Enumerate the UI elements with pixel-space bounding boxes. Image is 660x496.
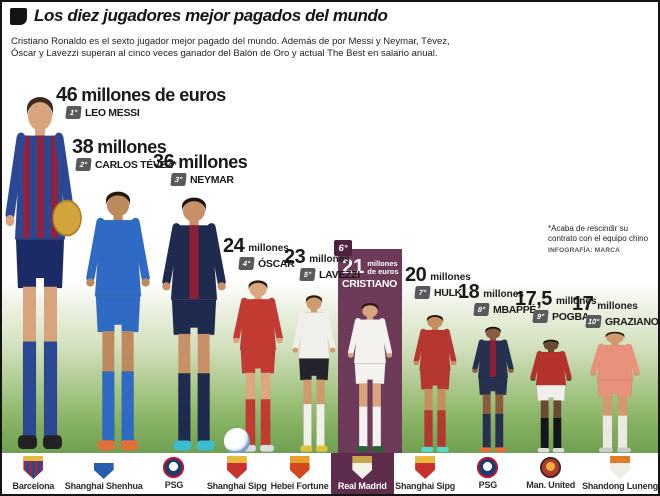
salary-label-mbapp: 18 millones 8° MBAPPÉ bbox=[458, 281, 537, 316]
infographic-credit: INFOGRAFÍA: MARCA bbox=[548, 247, 621, 254]
salary-value-cristiano: 21 millones de euros bbox=[342, 256, 399, 278]
player-name-carlos-t-vez: CARLOS TÉVEZ* bbox=[95, 158, 177, 171]
salary-value-lavezzi: 23 millones bbox=[284, 246, 350, 268]
salary-value-leo-messi: 46 millones de euros bbox=[56, 84, 226, 106]
player-name-hulk: HULK bbox=[434, 286, 462, 299]
salary-label-neymar: 36 millones 3° NEYMAR bbox=[153, 151, 248, 186]
player-figure-lavezzi bbox=[283, 293, 345, 454]
shanghai-sipg-crest-icon bbox=[226, 456, 247, 479]
club-name-label: PSG bbox=[164, 480, 184, 490]
rank-badge-graziano-pell: 10° bbox=[585, 315, 602, 328]
salary-value-mbapp: 18 millones bbox=[458, 281, 524, 303]
club-cell-real-madrid: Real Madrid bbox=[330, 453, 394, 494]
player-figure-cristiano bbox=[338, 301, 402, 454]
club-cell-psg: PSG bbox=[457, 453, 520, 494]
club-name-label: Hebei Fortune bbox=[270, 481, 329, 491]
shanghai-sipg-crest-icon bbox=[415, 456, 436, 479]
intro-line-1: Cristiano Ronaldo es el sexto jugador me… bbox=[11, 36, 450, 47]
rank-badge-lavezzi: 5° bbox=[299, 268, 316, 281]
player-name-graziano-pell: GRAZIANO PELLÈ bbox=[605, 315, 659, 328]
club-strip: Barcelona Shanghai Shenhua PSG Shanghai Sip… bbox=[2, 453, 658, 494]
salary-value-neymar: 36 millones bbox=[153, 151, 248, 173]
rank-badge-leo-messi: 1° bbox=[65, 106, 82, 119]
header: Los diez jugadores mejor pagados del mun… bbox=[10, 6, 388, 26]
salary-label-carlos-t-vez: 38 millones 2° CARLOS TÉVEZ* bbox=[72, 136, 177, 171]
salary-value-graziano-pell: 17 millones bbox=[572, 293, 638, 315]
salary-value-hulk: 20 millones bbox=[405, 264, 471, 286]
rank-badge-scar: 4° bbox=[238, 257, 255, 270]
player-name-lavezzi: LAVEZZI bbox=[319, 268, 360, 281]
club-name-label: Shanghai Sipg bbox=[206, 481, 267, 491]
psg-crest-icon bbox=[477, 457, 499, 478]
salary-value-scar: 24 millones bbox=[223, 235, 289, 257]
player-figure-pogba bbox=[521, 338, 581, 454]
club-name-label: Barcelona bbox=[12, 481, 55, 491]
club-name-label: Real Madrid bbox=[337, 481, 387, 491]
salary-label-scar: 24 millones 4° ÓSCAR bbox=[223, 235, 295, 270]
football-ball bbox=[224, 428, 250, 454]
rank-badge-cristiano: 6° bbox=[334, 240, 352, 256]
psg-crest-icon bbox=[163, 457, 185, 478]
player-figure-carlos-t-vez bbox=[72, 188, 164, 454]
player-figure-graziano-pell bbox=[579, 330, 651, 454]
club-name-label: Shanghai Sipg bbox=[395, 481, 456, 491]
player-name-mbapp: MBAPPÉ bbox=[493, 303, 537, 316]
shanghai-shenhua-crest-icon bbox=[93, 456, 114, 479]
shandong-luneng-crest-icon bbox=[610, 456, 631, 479]
salary-label-lavezzi: 23 millones 5° LAVEZZI bbox=[284, 246, 360, 281]
club-cell-hebei-fortune: Hebei Fortune bbox=[268, 453, 331, 494]
club-cell-shanghai-sipg: Shanghai Sipg bbox=[394, 453, 457, 494]
page-title: Los diez jugadores mejor pagados del mun… bbox=[34, 6, 388, 25]
club-name-label: Shandong Luneng bbox=[582, 481, 659, 491]
player-figure-scar bbox=[222, 278, 294, 454]
club-name-label: PSG bbox=[478, 480, 498, 490]
club-cell-psg: PSG bbox=[143, 453, 206, 494]
player-name-neymar: NEYMAR bbox=[190, 173, 234, 186]
marca-bullet-icon bbox=[10, 7, 27, 25]
rank-badge-carlos-t-vez: 2° bbox=[75, 158, 92, 171]
footnote: *Acaba de rescindir su contrato con el e… bbox=[548, 224, 656, 254]
player-name-pogba: POGBA bbox=[552, 310, 590, 323]
rank-badge-mbapp: 8° bbox=[473, 303, 490, 316]
club-cell-barcelona: Barcelona bbox=[2, 453, 65, 494]
player-name-scar: ÓSCAR bbox=[258, 257, 295, 270]
barcelona-crest-icon bbox=[23, 456, 44, 479]
intro-text: Cristiano Ronaldo es el sexto jugador me… bbox=[11, 36, 450, 59]
player-figure-neymar bbox=[148, 194, 240, 454]
player-figure-hulk bbox=[404, 313, 466, 454]
hebei-fortune-crest-icon bbox=[289, 456, 310, 479]
player-figure-leo-messi bbox=[2, 92, 90, 454]
rank-badge-hulk: 7° bbox=[414, 286, 431, 299]
player-name-cristiano: CRISTIANO bbox=[342, 278, 398, 290]
club-cell-shandong-luneng: Shandong Luneng bbox=[582, 453, 658, 494]
man-united-crest-icon bbox=[540, 457, 562, 478]
club-name-label: Man. United bbox=[526, 480, 576, 490]
salary-label-pogba: 17,5 millones 9° POGBA bbox=[515, 288, 597, 323]
salary-label-hulk: 20 millones 7° HULK bbox=[405, 264, 471, 299]
salary-label-leo-messi: 46 millones de euros 1° LEO MESSI bbox=[56, 84, 226, 119]
club-cell-man-united: Man. United bbox=[519, 453, 582, 494]
intro-line-2: Óscar y Lavezzi superan al cinco veces g… bbox=[11, 47, 438, 59]
footnote-text: *Acaba de rescindir su contrato con el e… bbox=[548, 224, 649, 243]
rank-badge-neymar: 3° bbox=[170, 173, 187, 186]
salary-value-pogba: 17,5 millones bbox=[515, 288, 597, 310]
club-cell-shanghai-sipg: Shanghai Sipg bbox=[205, 453, 268, 494]
salary-value-carlos-t-vez: 38 millones bbox=[72, 136, 167, 158]
player-figure-mbapp bbox=[463, 325, 523, 454]
real-madrid-crest-icon bbox=[352, 456, 373, 479]
player-name-leo-messi: LEO MESSI bbox=[85, 106, 140, 119]
club-cell-shanghai-shenhua: Shanghai Shenhua bbox=[65, 453, 143, 494]
rank-badge-pogba: 9° bbox=[532, 310, 549, 323]
club-name-label: Shanghai Shenhua bbox=[64, 481, 143, 491]
